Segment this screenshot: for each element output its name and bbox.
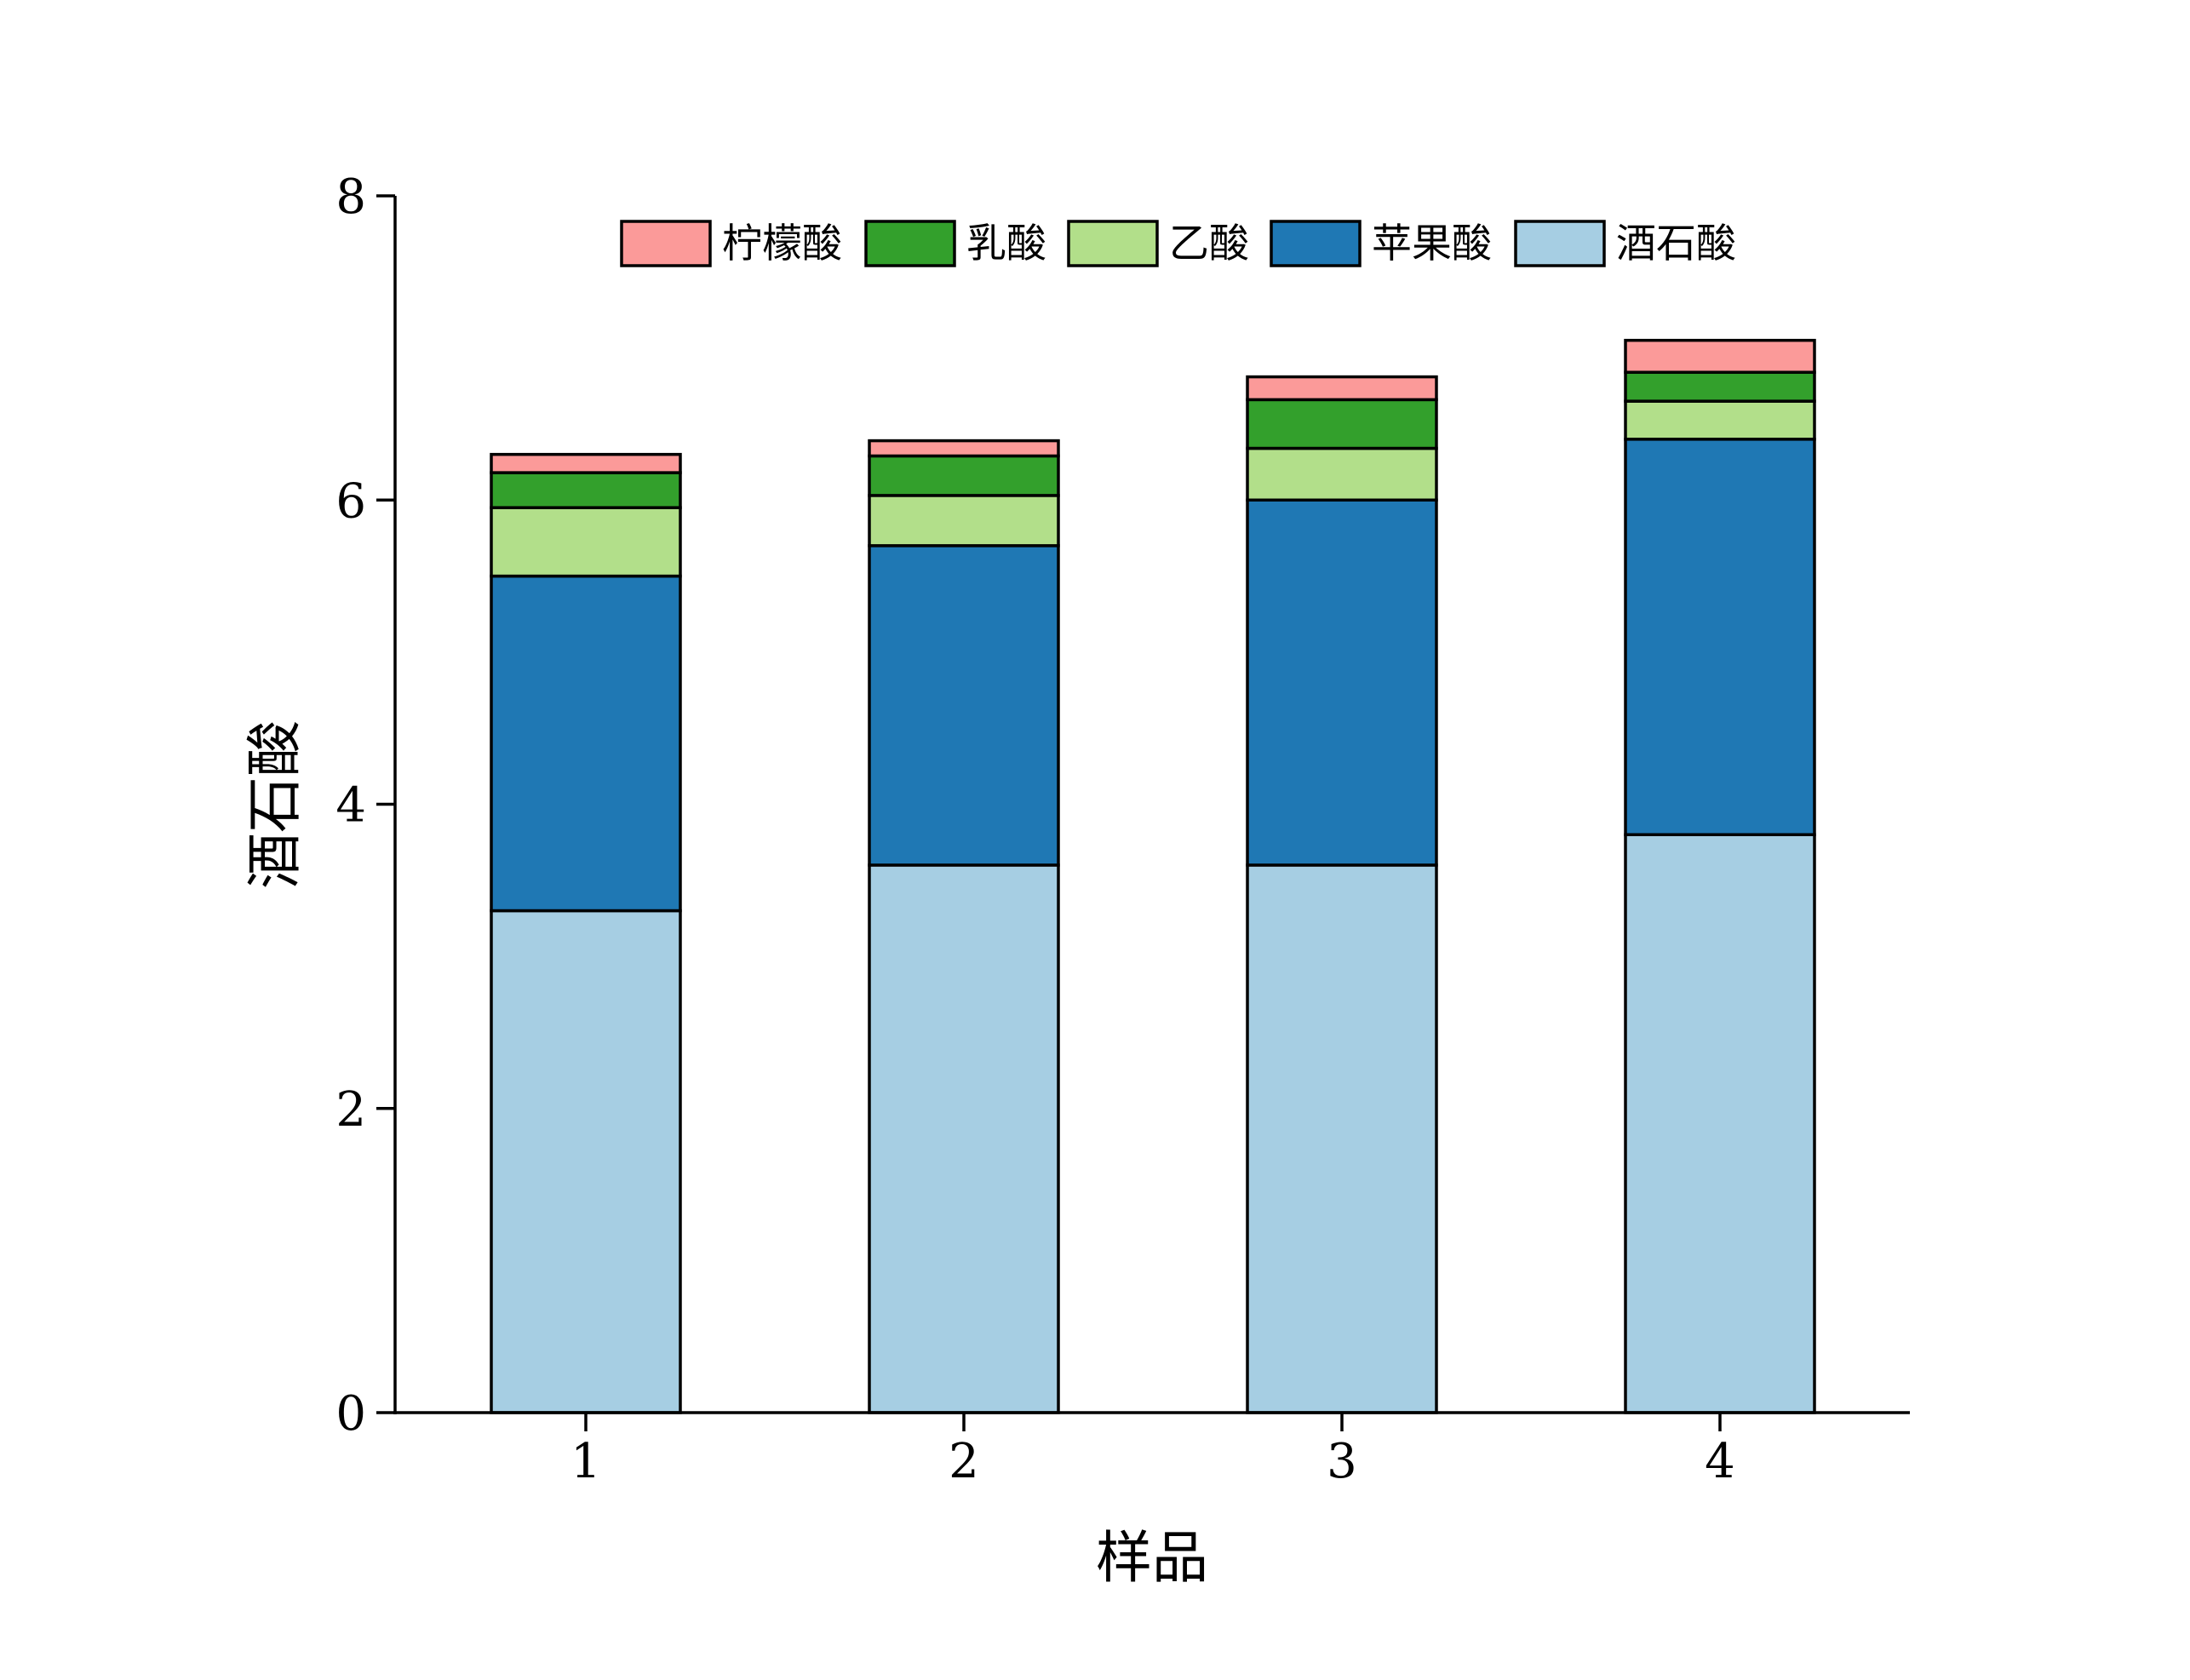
bar-segment xyxy=(868,863,1060,1414)
y-tick-label: 6 xyxy=(335,473,366,529)
x-ticks: 1 2 3 4 xyxy=(570,1413,1735,1489)
bar-segment xyxy=(868,494,1060,548)
legend-label: 柠檬酸 xyxy=(722,221,842,267)
y-tick-label: 2 xyxy=(335,1082,366,1138)
x-tick-label: 3 xyxy=(1327,1434,1357,1489)
legend-swatch xyxy=(1067,220,1159,267)
x-tick-label: 1 xyxy=(570,1434,601,1489)
y-axis-label: 酒石酸 xyxy=(242,720,307,889)
x-tick-label: 4 xyxy=(1705,1434,1735,1489)
bar-segment xyxy=(1246,863,1438,1414)
bar-segment xyxy=(1246,446,1438,502)
bars-layer xyxy=(490,338,1816,1414)
bar-segment xyxy=(1246,498,1438,867)
bar-segment xyxy=(490,909,682,1414)
y-tick-label: 4 xyxy=(335,778,366,834)
legend-swatch xyxy=(620,220,712,267)
bar-segment xyxy=(1624,399,1816,441)
bar-segment xyxy=(868,454,1060,497)
y-ticks: 0 2 4 6 8 xyxy=(335,169,395,1442)
bar-segment xyxy=(1246,375,1438,402)
legend-label: 乳酸 xyxy=(966,221,1046,267)
bar-segment xyxy=(868,544,1060,867)
legend-swatch xyxy=(1514,220,1606,267)
x-tick-label: 2 xyxy=(949,1434,979,1489)
bar-segment xyxy=(1624,833,1816,1414)
bar-segment xyxy=(868,439,1060,458)
bar-segment xyxy=(490,506,682,578)
bar-segment xyxy=(1624,438,1816,836)
legend: 柠檬酸 乳酸 乙酸 苹果酸 酒石酸 xyxy=(620,220,1736,267)
y-tick-label: 8 xyxy=(335,169,366,225)
bar-segment xyxy=(490,574,682,913)
bar-segment xyxy=(1246,398,1438,450)
x-axis-label: 样品 xyxy=(1096,1525,1208,1591)
legend-label: 酒石酸 xyxy=(1616,221,1736,267)
legend-swatch xyxy=(864,220,956,267)
legend-label: 苹果酸 xyxy=(1372,221,1492,267)
bar-segment xyxy=(1624,338,1816,374)
y-tick-label: 0 xyxy=(335,1386,366,1442)
legend-swatch xyxy=(1270,220,1362,267)
bar-segment xyxy=(1624,370,1816,403)
bar-segment xyxy=(490,452,682,474)
legend-label: 乙酸 xyxy=(1169,221,1249,267)
bar-segment xyxy=(490,471,682,509)
